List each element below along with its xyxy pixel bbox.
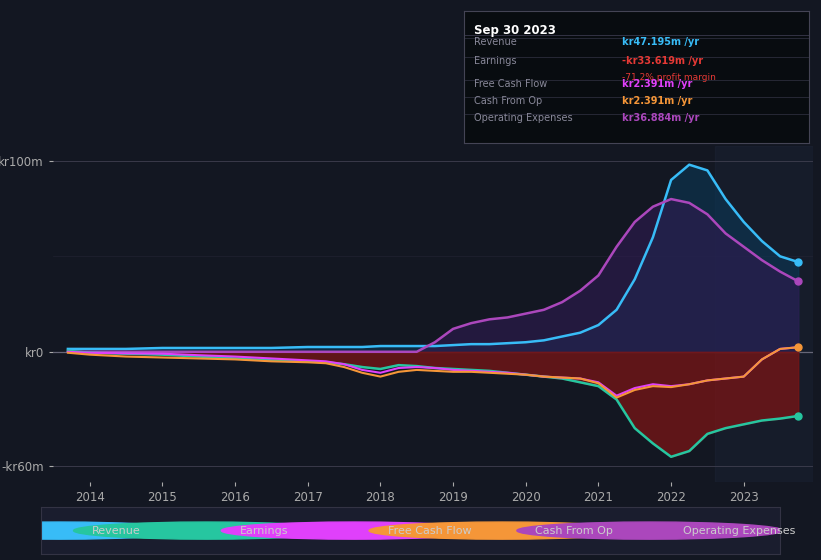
Circle shape [517,522,783,539]
Text: kr2.391m /yr: kr2.391m /yr [622,96,693,106]
Bar [715,146,813,482]
Circle shape [369,522,635,539]
Text: Cash From Op: Cash From Op [535,526,613,535]
Text: Revenue: Revenue [475,37,517,46]
Circle shape [222,522,488,539]
Text: -71.2% profit margin: -71.2% profit margin [622,73,717,82]
Text: -kr33.619m /yr: -kr33.619m /yr [622,57,704,67]
Text: Earnings: Earnings [240,526,288,535]
Text: Operating Expenses: Operating Expenses [683,526,796,535]
Text: Cash From Op: Cash From Op [475,96,543,106]
Text: Sep 30 2023: Sep 30 2023 [475,25,556,38]
Circle shape [0,522,192,539]
Text: Free Cash Flow: Free Cash Flow [475,79,548,89]
Circle shape [74,522,340,539]
Text: Earnings: Earnings [475,57,516,67]
Text: Revenue: Revenue [92,526,140,535]
Text: Operating Expenses: Operating Expenses [475,113,573,123]
Text: Free Cash Flow: Free Cash Flow [388,526,471,535]
Text: kr36.884m /yr: kr36.884m /yr [622,113,699,123]
Text: kr47.195m /yr: kr47.195m /yr [622,37,699,46]
Text: kr2.391m /yr: kr2.391m /yr [622,79,693,89]
